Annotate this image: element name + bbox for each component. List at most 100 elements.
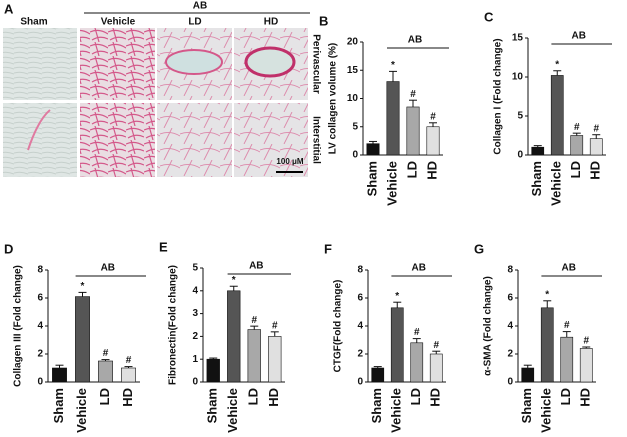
x-tick-label: Vehicle [539,388,554,433]
x-tick-label: Vehicle [74,388,89,433]
x-tick-label: HD [588,161,603,180]
x-tick-label: HD [578,388,593,407]
bar [75,296,90,383]
y-tick-label: 0 [352,150,358,161]
image [234,103,308,177]
y-tick-label: 0 [507,377,513,388]
y-tick-label: 2 [37,349,43,360]
y-axis-label: Fibronectin(Fold change) [168,265,179,385]
panel-label: A [4,1,14,16]
y-tick-label: 4 [507,321,513,332]
y-tick-label: 4 [357,321,363,332]
significance-marker: # [103,348,109,359]
y-axis-label: α-SMA (Fold change) [483,276,494,376]
y-tick-label: 10 [512,72,524,83]
row-label: Interstitial [310,116,321,164]
y-tick-label: 15 [347,65,359,76]
y-tick-label: 0 [192,377,198,388]
y-tick-label: 0 [37,377,43,388]
y-tick-label: 2 [192,331,198,342]
group-label: AB [249,261,263,272]
x-tick-label: Sham [205,388,220,423]
x-tick-label: Vehicle [389,388,404,433]
x-tick-label: HD [424,161,439,180]
bar [227,290,241,383]
x-tick-label: LD [246,388,261,405]
significance-marker: # [564,320,570,331]
significance-marker: * [555,59,559,70]
x-tick-label: HD [428,388,443,407]
image [3,103,77,177]
significance-marker: # [583,336,589,347]
significance-marker: # [272,320,278,331]
bar [406,106,420,156]
histology-images [3,28,308,177]
y-tick-label: 15 [512,33,524,44]
y-tick-label: 6 [37,293,43,304]
panel-label: E [159,239,168,254]
scale-label: 100 μM [276,157,303,166]
bar [429,353,443,383]
bar [570,135,584,156]
bar [531,146,545,156]
significance-marker: * [391,60,395,71]
y-axis-label: Collagen I (Fold change) [493,38,504,154]
group-label: AB [101,263,115,274]
significance-marker: # [410,89,416,100]
row-label: Perivascular [310,34,321,94]
group-label: AB [408,35,422,46]
y-tick-label: 6 [357,293,363,304]
panel-label: F [324,241,332,256]
x-tick-label: Vehicle [384,161,399,206]
x-tick-label: Sham [519,388,534,423]
x-tick-label: Sham [364,161,379,196]
y-tick-label: 5 [517,111,523,122]
group-label: AB [411,263,425,274]
y-axis-label: LV collagen volume (%) [328,43,339,155]
group-label: AB [193,1,207,12]
image [80,28,155,100]
bar [550,75,564,156]
panel-label: D [4,241,13,256]
y-tick-label: 10 [347,93,359,104]
bar [390,307,404,383]
y-tick-label: 8 [357,265,363,276]
y-axis-label: Collagen III (Fold change) [13,265,24,387]
significance-marker: * [395,291,399,302]
bar [540,307,554,383]
bar [247,329,261,383]
fiber [27,109,51,151]
y-tick-label: 4 [192,285,198,296]
y-tick-label: 5 [192,263,198,274]
bar [579,348,593,383]
significance-marker: # [251,315,257,326]
significance-marker: # [433,340,439,351]
bar [386,81,400,156]
bar [410,342,424,383]
y-tick-label: 2 [357,349,363,360]
y-tick-label: 5 [352,121,358,132]
x-tick-label: LD [558,388,573,405]
image [157,103,232,177]
image [80,103,155,177]
x-tick-label: HD [120,388,135,407]
y-tick-label: 8 [507,265,513,276]
significance-marker: * [545,289,549,300]
x-tick-label: LD [408,388,423,405]
y-tick-label: 2 [507,349,513,360]
column-label: Vehicle [101,17,136,28]
x-tick-label: LD [568,161,583,178]
x-tick-label: Vehicle [225,388,240,433]
y-tick-label: 4 [37,321,43,332]
panel-label: B [319,13,328,28]
vessel [244,46,296,78]
bar [560,336,574,383]
significance-marker: # [574,122,580,133]
significance-marker: * [81,281,85,292]
y-axis-label: CTGF(Fold change) [333,280,344,373]
bar [589,138,603,156]
x-tick-label: LD [404,161,419,178]
image [3,28,77,100]
column-label: HD [264,17,278,28]
column-label: Sham [20,17,47,28]
